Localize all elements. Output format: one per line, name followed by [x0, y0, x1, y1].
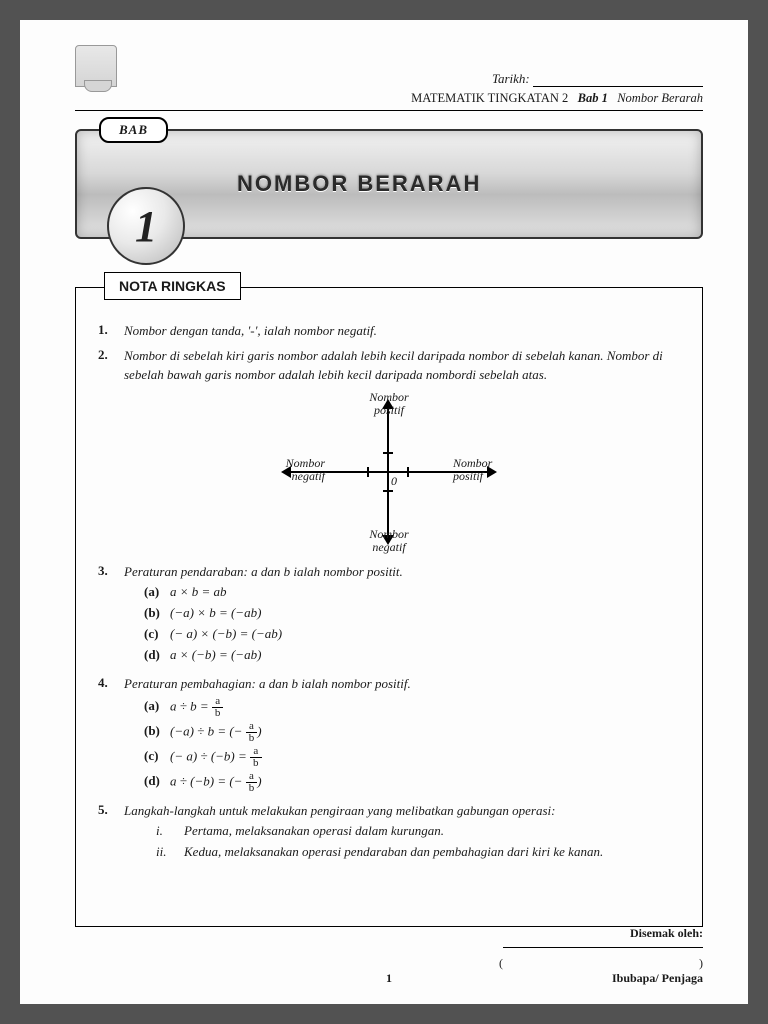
note-number: 5.	[98, 802, 124, 865]
note-text: Peraturan pembahagian: a dan b ialah nom…	[124, 676, 411, 691]
date-blank-line[interactable]	[533, 86, 703, 87]
checked-by-label: Disemak oleh:	[499, 926, 703, 941]
formula-prefix: (− a) ÷ (−b) =	[170, 748, 250, 763]
number-line-diagram: Nombor positif Nombor negatif Nombor neg…	[98, 397, 680, 547]
note-item: 3. Peraturan pendaraban: a dan b ialah n…	[98, 563, 680, 667]
note-text: Nombor dengan tanda, '-', ialah nombor n…	[124, 322, 680, 341]
axis-origin: 0	[387, 475, 401, 488]
formula: (−a) × b = (−ab)	[170, 605, 261, 620]
note-number: 2.	[98, 347, 124, 385]
formula: a × b = ab	[170, 584, 227, 599]
sub-list: (a)a ÷ b = ab (b)(−a) ÷ b = (− ab) (c)(−…	[144, 696, 680, 794]
chapter-number-circle: 1	[107, 187, 185, 265]
bab-tab: BAB	[99, 117, 168, 143]
note-number: 4.	[98, 675, 124, 796]
paren-open: (	[499, 956, 503, 970]
note-text: Langkah-langkah untuk melakukan pengiraa…	[124, 803, 555, 818]
notes-heading: NOTA RINGKAS	[104, 272, 241, 300]
notes-list-cont: 3. Peraturan pendaraban: a dan b ialah n…	[98, 563, 680, 865]
step-text: Pertama, melaksanakan operasi dalam kuru…	[184, 823, 444, 838]
school-crest-icon	[75, 45, 117, 87]
roman-list: i.Pertama, melaksanakan operasi dalam ku…	[156, 822, 680, 862]
formula-prefix: a ÷ (−b) = (−	[170, 773, 246, 788]
formula: a × (−b) = (−ab)	[170, 647, 261, 662]
subject-label: MATEMATIK TINGKATAN 2	[411, 91, 568, 105]
formula-prefix: a ÷ b =	[170, 698, 212, 713]
top-row: Tarikh:	[75, 45, 703, 87]
bab-label: Bab 1	[578, 91, 608, 105]
axis-label-top: Nombor positif	[359, 391, 419, 417]
note-item: 5. Langkah-langkah untuk melakukan pengi…	[98, 802, 680, 865]
note-number: 1.	[98, 322, 124, 341]
step-text: Kedua, melaksanakan operasi pendaraban d…	[184, 844, 603, 859]
axis-label-left: Nombor negatif	[267, 457, 325, 483]
chapter-banner: BAB 1 NOMBOR BERARAH	[75, 129, 703, 239]
note-text: Peraturan pendaraban: a dan b ialah nomb…	[124, 564, 403, 579]
guardian-label: Ibubapa/ Penjaga	[612, 971, 703, 985]
notes-box: NOTA RINGKAS 1. Nombor dengan tanda, '-'…	[75, 287, 703, 927]
formula: (− a) × (−b) = (−ab)	[170, 626, 282, 641]
note-item: 4. Peraturan pembahagian: a dan b ialah …	[98, 675, 680, 796]
signature-line[interactable]	[503, 947, 703, 948]
chapter-name: Nombor Berarah	[617, 91, 703, 105]
note-text: Nombor di sebelah kiri garis nombor adal…	[124, 347, 680, 385]
notes-list: 1. Nombor dengan tanda, '-', ialah nombo…	[98, 322, 680, 385]
axis-label-right: Nombor positif	[453, 457, 511, 483]
running-header: MATEMATIK TINGKATAN 2 Bab 1 Nombor Berar…	[75, 89, 703, 111]
note-item: 2. Nombor di sebelah kiri garis nombor a…	[98, 347, 680, 385]
note-number: 3.	[98, 563, 124, 667]
formula-prefix: (−a) ÷ b = (−	[170, 723, 246, 738]
paren-close: )	[699, 956, 703, 970]
page-footer: 1 Disemak oleh: ( ) Ibubapa/ Penjaga	[75, 971, 703, 986]
signature-block: Disemak oleh: ( ) Ibubapa/ Penjaga	[499, 926, 703, 986]
axis-label-bottom: Nombor negatif	[359, 528, 419, 554]
date-label: Tarikh:	[492, 71, 530, 86]
chapter-title: NOMBOR BERARAH	[237, 171, 681, 197]
note-item: 1. Nombor dengan tanda, '-', ialah nombo…	[98, 322, 680, 341]
date-field: Tarikh:	[492, 71, 703, 87]
sub-list: (a)a × b = ab (b)(−a) × b = (−ab) (c)(− …	[144, 583, 680, 664]
document-page: Tarikh: MATEMATIK TINGKATAN 2 Bab 1 Nomb…	[20, 20, 748, 1004]
